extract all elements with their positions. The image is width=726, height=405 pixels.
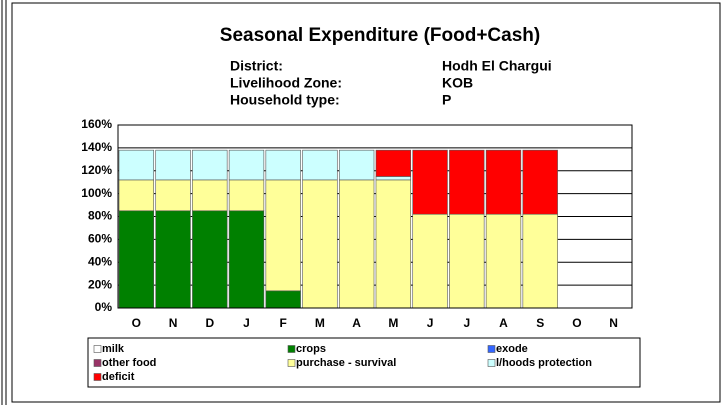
x-tick-label: O: [132, 316, 141, 330]
x-tick-label: A: [499, 316, 508, 330]
info-label: Household type:: [230, 92, 340, 108]
frame: [11, 2, 721, 403]
legend-swatch: [93, 359, 102, 367]
legend-swatch: [487, 345, 496, 353]
bar-segment: [375, 149, 412, 177]
y-tick-label: 20%: [88, 277, 112, 291]
bar-segment: [338, 149, 375, 181]
bar-segment: [228, 210, 265, 309]
info-value: KOB: [442, 75, 473, 91]
legend-box: [87, 337, 641, 388]
legend-swatch: [487, 359, 496, 367]
y-tick-label: 140%: [81, 140, 112, 154]
y-tick-label: 0%: [95, 300, 113, 314]
legend-label: deficit: [102, 371, 135, 383]
y-tick-label: 80%: [88, 209, 112, 223]
legend-label: l/hoods protection: [496, 357, 592, 369]
x-tick-label: M: [315, 316, 325, 330]
bar-segment: [412, 149, 448, 215]
chart-title: Seasonal Expenditure (Food+Cash): [220, 25, 540, 46]
x-tick-label: D: [205, 316, 214, 330]
bar-segment: [155, 149, 191, 181]
legend-swatch: [287, 359, 296, 367]
x-tick-label: J: [463, 316, 470, 330]
bar-segment: [485, 213, 522, 309]
bar-segment: [485, 149, 522, 215]
bar-segment: [449, 213, 485, 309]
bar-segment: [265, 149, 301, 181]
legend-swatch: [93, 373, 102, 381]
bar-segment: [118, 210, 155, 309]
y-tick-label: 60%: [88, 232, 112, 246]
info-label: Livelihood Zone:: [230, 75, 342, 91]
x-tick-label: J: [427, 316, 434, 330]
bar-segment: [192, 210, 228, 309]
x-tick-label: A: [352, 316, 361, 330]
bar-segment: [302, 149, 338, 181]
x-tick-label: N: [609, 316, 618, 330]
bar-segment: [449, 149, 485, 215]
legend-swatch: [93, 345, 102, 353]
info-label: District:: [230, 58, 283, 74]
bar-segment: [228, 149, 265, 181]
x-tick-label: J: [243, 316, 250, 330]
legend-label: exode: [496, 343, 528, 355]
y-tick-label: 120%: [81, 163, 112, 177]
bar-segment: [118, 149, 155, 181]
x-tick-label: M: [388, 316, 398, 330]
x-tick-label: O: [572, 316, 581, 330]
bar-segment: [302, 179, 338, 309]
legend-label: crops: [296, 343, 326, 355]
bar-segment: [375, 176, 412, 181]
bar-segment: [228, 179, 265, 212]
bar-segment: [265, 290, 301, 309]
bar-segment: [265, 179, 301, 292]
bar-segment: [522, 149, 558, 215]
legend-swatch: [287, 345, 296, 353]
x-tick-label: F: [280, 316, 287, 330]
info-value: Hodh El Chargui: [442, 58, 552, 74]
bar-segment: [375, 179, 412, 309]
legend-label: purchase - survival: [296, 357, 396, 369]
x-tick-label: S: [536, 316, 544, 330]
legend-label: other food: [102, 357, 156, 369]
y-tick-label: 40%: [88, 254, 112, 268]
x-tick-label: N: [169, 316, 178, 330]
bar-segment: [155, 210, 191, 309]
bar-segment: [192, 149, 228, 181]
bar-segment: [412, 213, 448, 309]
bar-segment: [192, 179, 228, 212]
bar-segment: [522, 213, 558, 309]
info-value: P: [442, 92, 451, 108]
y-tick-label: 160%: [81, 117, 112, 131]
bar-segment: [118, 179, 155, 212]
bar-segment: [338, 179, 375, 309]
y-tick-label: 100%: [81, 186, 112, 200]
legend-label: milk: [102, 343, 125, 355]
bar-segment: [155, 179, 191, 212]
